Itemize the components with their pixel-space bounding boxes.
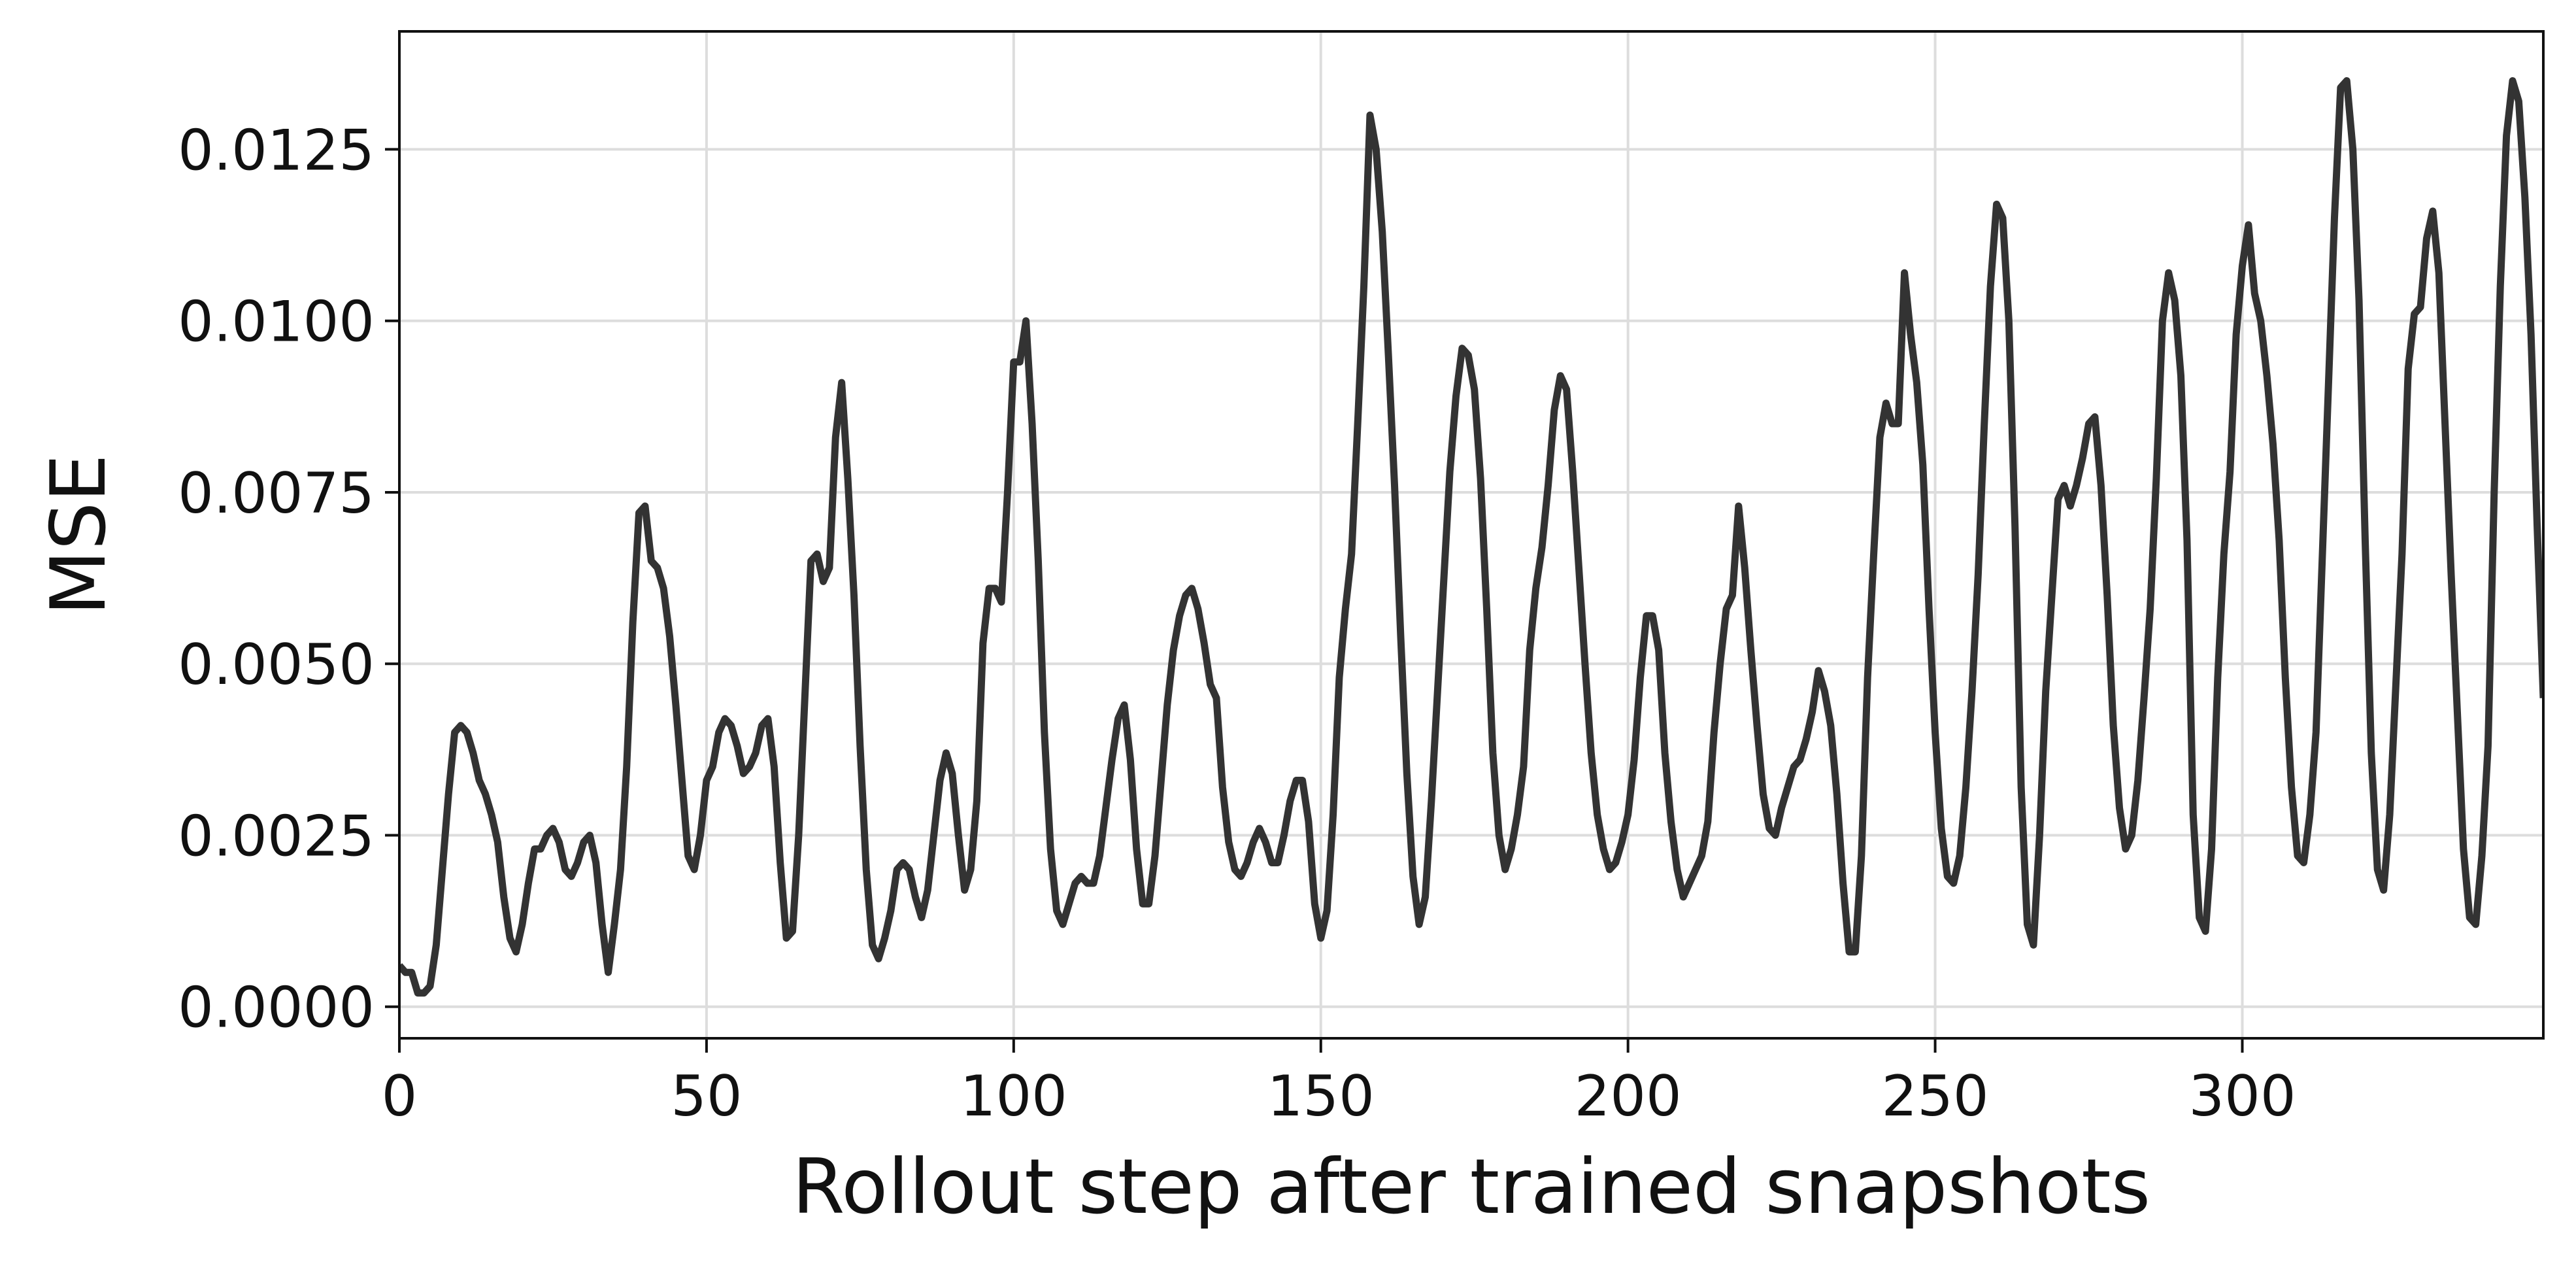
x-tick-label: 200 <box>1575 1064 1682 1129</box>
y-tick-label: 0.0125 <box>178 118 375 183</box>
y-tick-label: 0.0000 <box>178 976 375 1041</box>
x-tick-label: 50 <box>671 1064 742 1129</box>
x-tick-label: 0 <box>382 1064 418 1129</box>
x-tick-label: 300 <box>2188 1064 2296 1129</box>
x-tick-label: 250 <box>1881 1064 1988 1129</box>
y-axis-label: MSE <box>35 454 123 615</box>
x-tick-label: 150 <box>1267 1064 1375 1129</box>
y-tick-label: 0.0100 <box>178 290 375 355</box>
y-tick-label: 0.0075 <box>178 461 375 526</box>
data-line <box>399 77 2543 997</box>
x-axis-label: Rollout step after trained snapshots <box>792 1143 2150 1231</box>
x-tick-label: 100 <box>960 1064 1067 1129</box>
plot-frame <box>398 30 2545 1040</box>
y-tick-label: 0.0025 <box>178 804 375 869</box>
y-tick-label: 0.0050 <box>178 632 375 698</box>
